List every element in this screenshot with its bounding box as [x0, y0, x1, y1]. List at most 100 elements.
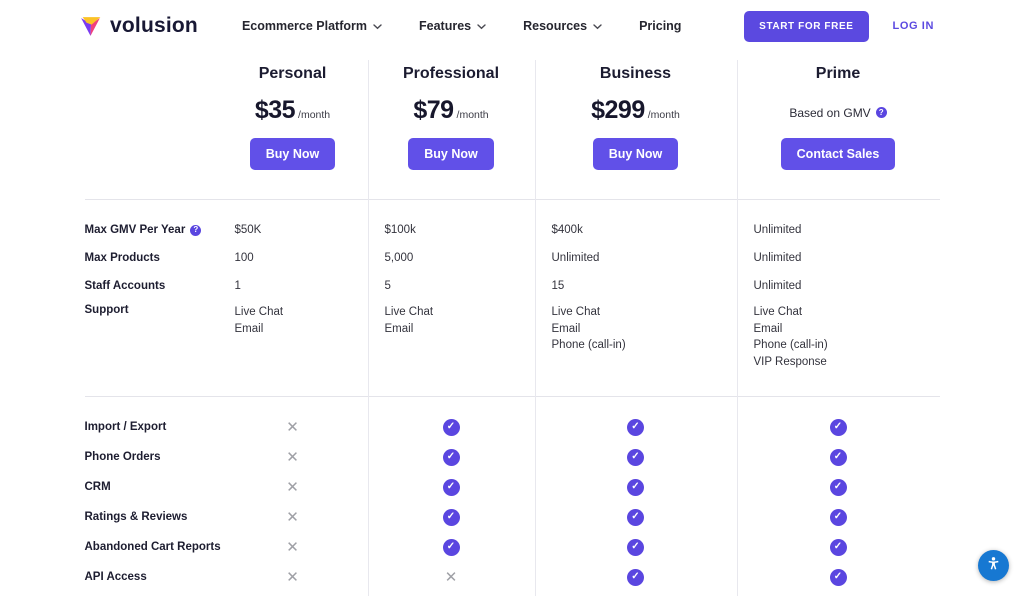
plan-card-personal: Personal $35 /month Buy Now: [218, 62, 368, 199]
table-row-api-access: API Access ✕ ✕ ✓ ✓: [85, 562, 940, 592]
plan-name: Prime: [815, 65, 861, 82]
feature-mark: ✓: [627, 538, 644, 556]
volusion-logo-icon: [78, 14, 103, 39]
row-label: Abandoned Cart Reports: [84, 541, 221, 553]
help-icon[interactable]: ?: [190, 224, 202, 236]
top-nav: volusion Ecommerce Platform Features Res…: [0, 0, 1024, 52]
feature-mark: ✕: [286, 478, 299, 496]
cell-value: 5: [384, 280, 391, 292]
column-divider: [534, 60, 536, 596]
nav-item-pricing[interactable]: Pricing: [639, 19, 682, 33]
feature-mark: ✓: [627, 418, 644, 436]
feature-mark: ✓: [442, 448, 460, 466]
cell-value: Unlimited: [753, 280, 802, 292]
plan-name: Business: [599, 65, 672, 82]
row-label: API Access: [84, 571, 147, 583]
plan-header-row: Personal $35 /month Buy Now Professional…: [85, 52, 940, 199]
buy-now-button-business[interactable]: Buy Now: [592, 138, 679, 170]
table-row-support: Support Live Chat Email Live Chat Email …: [85, 304, 940, 396]
feature-mark: ✕: [444, 568, 458, 586]
row-label: Max Products: [84, 252, 160, 264]
spec-section: Max GMV Per Year ? $50K $100k $400k Unli…: [84, 199, 940, 396]
feature-mark: ✕: [286, 508, 299, 526]
feature-mark: ✓: [627, 448, 644, 466]
feature-mark: ✓: [627, 508, 644, 526]
plan-card-prime: Prime Based on GMV ? Contact Sales: [737, 62, 940, 199]
column-divider: [367, 60, 369, 596]
feature-mark: ✓: [829, 568, 847, 586]
feature-mark: ✕: [286, 568, 299, 586]
feature-mark: ✓: [627, 568, 644, 586]
nav-item-features[interactable]: Features: [419, 19, 486, 33]
start-for-free-button[interactable]: START FOR FREE: [744, 10, 869, 42]
table-row-staff-accounts: Staff Accounts 1 5 15 Unlimited: [85, 272, 940, 300]
nav-item-resources[interactable]: Resources: [523, 19, 602, 33]
feature-mark: ✓: [442, 508, 460, 526]
buy-now-button-professional[interactable]: Buy Now: [408, 138, 494, 170]
plan-name: Personal: [258, 65, 327, 82]
row-label: Max GMV Per Year ?: [85, 224, 218, 236]
cell-value: 15: [551, 280, 565, 292]
feature-mark: ✓: [829, 478, 847, 496]
feature-mark: ✓: [829, 508, 847, 526]
row-label: Import / Export: [84, 421, 167, 433]
row-label: CRM: [84, 481, 111, 493]
plan-name: Professional: [402, 65, 500, 82]
feature-mark: ✓: [442, 418, 460, 436]
table-row-max-gmv: Max GMV Per Year ? $50K $100k $400k Unli…: [85, 216, 940, 244]
plan-price: $79 /month: [413, 96, 489, 124]
cell-value: $50K: [234, 224, 262, 236]
column-divider: [736, 60, 738, 596]
buy-now-button-personal[interactable]: Buy Now: [249, 138, 336, 170]
table-row-abandoned-cart-reports: Abandoned Cart Reports ✕ ✓ ✓ ✓: [85, 532, 940, 562]
feature-mark: ✓: [829, 538, 847, 556]
table-row-import-export: Import / Export ✕ ✓ ✓ ✓: [85, 412, 940, 442]
cell-value: Live Chat Email: [234, 306, 284, 335]
accessibility-widget-button[interactable]: [978, 550, 1009, 581]
cell-value: Live Chat Email: [384, 306, 434, 335]
table-row-phone-orders: Phone Orders ✕ ✓ ✓ ✓: [85, 442, 940, 472]
cell-value: Live Chat Email Phone (call-in) VIP Resp…: [753, 306, 828, 368]
cell-value: $400k: [551, 224, 583, 236]
chevron-down-icon: [477, 19, 486, 33]
feature-mark: ✓: [442, 478, 460, 496]
row-label: Ratings & Reviews: [84, 511, 188, 523]
feature-section: Import / Export ✕ ✓ ✓ ✓ Phone Orders ✕ ✓…: [84, 396, 940, 592]
cell-value: $100k: [384, 224, 416, 236]
plan-card-business: Business $299 /month Buy Now: [535, 62, 737, 199]
feature-mark: ✕: [286, 418, 299, 436]
table-row-max-products: Max Products 100 5,000 Unlimited Unlimit…: [85, 244, 940, 272]
chevron-down-icon: [593, 19, 602, 33]
plan-header-empty-cell: [85, 62, 218, 199]
main-nav: Ecommerce Platform Features Resources Pr…: [242, 19, 681, 33]
contact-sales-button-prime[interactable]: Contact Sales: [780, 138, 896, 170]
cell-value: Live Chat Email Phone (call-in): [551, 306, 626, 351]
nav-item-ecommerce-platform[interactable]: Ecommerce Platform: [242, 19, 382, 33]
cell-value: Unlimited: [753, 224, 802, 236]
plan-card-professional: Professional $79 /month Buy Now: [368, 62, 535, 199]
volusion-logo[interactable]: volusion: [78, 14, 198, 39]
table-row-crm: CRM ✕ ✓ ✓ ✓: [85, 472, 940, 502]
cell-value: Unlimited: [551, 252, 600, 264]
accessibility-icon: [985, 555, 1002, 577]
feature-mark: ✓: [829, 418, 847, 436]
feature-mark: ✓: [829, 448, 847, 466]
row-label: Support: [84, 304, 129, 316]
feature-mark: ✓: [442, 538, 460, 556]
brand-wordmark: volusion: [110, 14, 198, 37]
feature-mark: ✕: [286, 538, 299, 556]
feature-mark: ✕: [286, 448, 299, 466]
help-icon[interactable]: ?: [875, 107, 887, 118]
log-in-link[interactable]: LOG IN: [892, 20, 934, 32]
cell-value: 100: [234, 252, 254, 264]
chevron-down-icon: [373, 19, 382, 33]
cell-value: 5,000: [384, 252, 414, 264]
row-label: Phone Orders: [84, 451, 161, 463]
cell-value: 1: [234, 280, 241, 292]
pricing-table: Personal $35 /month Buy Now Professional…: [84, 52, 940, 596]
plan-price-note: Based on GMV ?: [737, 96, 940, 129]
table-row-ratings-reviews: Ratings & Reviews ✕ ✓ ✓ ✓: [85, 502, 940, 532]
row-label: Staff Accounts: [84, 280, 166, 292]
feature-mark: ✓: [627, 478, 644, 496]
plan-price: $299 /month: [591, 96, 680, 124]
